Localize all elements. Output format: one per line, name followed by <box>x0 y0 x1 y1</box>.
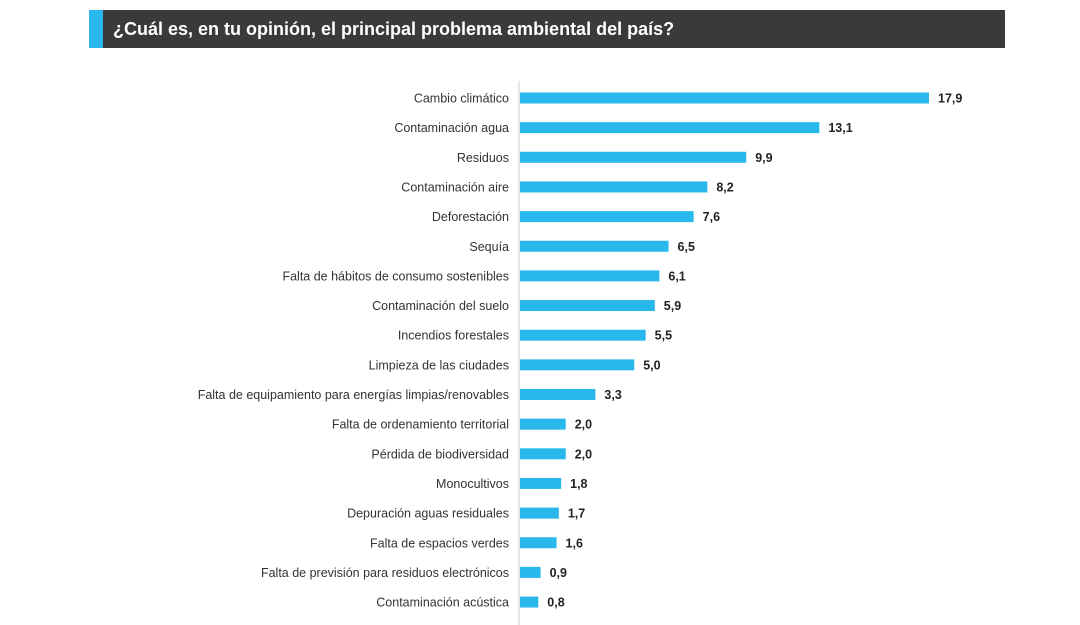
value-label: 6,5 <box>678 240 695 254</box>
bar <box>520 151 747 163</box>
value-label: 5,9 <box>664 299 681 313</box>
bar <box>520 240 669 252</box>
category-label: Falta de previsión para residuos electró… <box>261 566 509 580</box>
bar <box>520 477 562 489</box>
chart-title-bar: ¿Cuál es, en tu opinión, el principal pr… <box>89 10 1005 48</box>
bar <box>520 181 708 193</box>
category-label: Limpieza de las ciudades <box>369 358 509 372</box>
bar <box>520 329 646 341</box>
chart-title: ¿Cuál es, en tu opinión, el principal pr… <box>113 19 675 39</box>
category-label: Pérdida de biodiversidad <box>371 447 509 461</box>
bar <box>520 122 820 134</box>
bar <box>520 418 566 430</box>
category-label: Falta de espacios verdes <box>370 536 509 550</box>
category-label: Contaminación del suelo <box>372 299 509 313</box>
category-label: Residuos <box>457 151 509 165</box>
category-label: Cambio climático <box>414 92 509 106</box>
category-label: Falta de equipamiento para energías limp… <box>198 388 509 402</box>
value-label: 1,7 <box>568 507 585 521</box>
category-label: Falta de ordenamiento territorial <box>332 418 509 432</box>
category-label: Sequía <box>469 240 509 254</box>
category-label: Contaminación agua <box>394 121 509 135</box>
bar <box>520 389 596 400</box>
category-label: Falta de hábitos de consumo sostenibles <box>282 269 509 283</box>
value-label: 7,6 <box>703 210 720 224</box>
value-label: 9,9 <box>755 151 772 165</box>
value-label: 0,8 <box>547 596 564 610</box>
category-label: Contaminación acústica <box>376 596 509 610</box>
value-label: 2,0 <box>575 447 592 461</box>
bar <box>520 211 694 223</box>
category-label: Depuración aguas residuales <box>347 507 509 521</box>
category-label: Contaminación aire <box>401 180 509 194</box>
bar <box>520 359 635 371</box>
bar <box>520 448 566 460</box>
value-label: 1,6 <box>566 536 583 550</box>
title-accent-stripe <box>89 10 103 48</box>
bar <box>520 507 559 519</box>
bar <box>520 566 541 578</box>
value-label: 3,3 <box>604 388 621 402</box>
value-label: 6,1 <box>668 269 685 283</box>
value-label: 13,1 <box>828 121 852 135</box>
value-label: 2,0 <box>575 418 592 432</box>
bar <box>520 300 655 312</box>
category-label: Incendios forestales <box>398 329 509 343</box>
value-label: 0,9 <box>550 566 567 580</box>
value-label: 1,8 <box>570 477 587 491</box>
bar <box>520 537 557 549</box>
category-label: Monocultivos <box>436 477 509 491</box>
value-label: 5,0 <box>643 358 660 372</box>
category-label: Deforestación <box>432 210 509 224</box>
bar <box>520 92 929 104</box>
value-label: 5,5 <box>655 329 672 343</box>
bar <box>520 270 660 282</box>
value-label: 17,9 <box>938 92 962 106</box>
bar <box>520 596 539 608</box>
value-label: 8,2 <box>716 180 733 194</box>
